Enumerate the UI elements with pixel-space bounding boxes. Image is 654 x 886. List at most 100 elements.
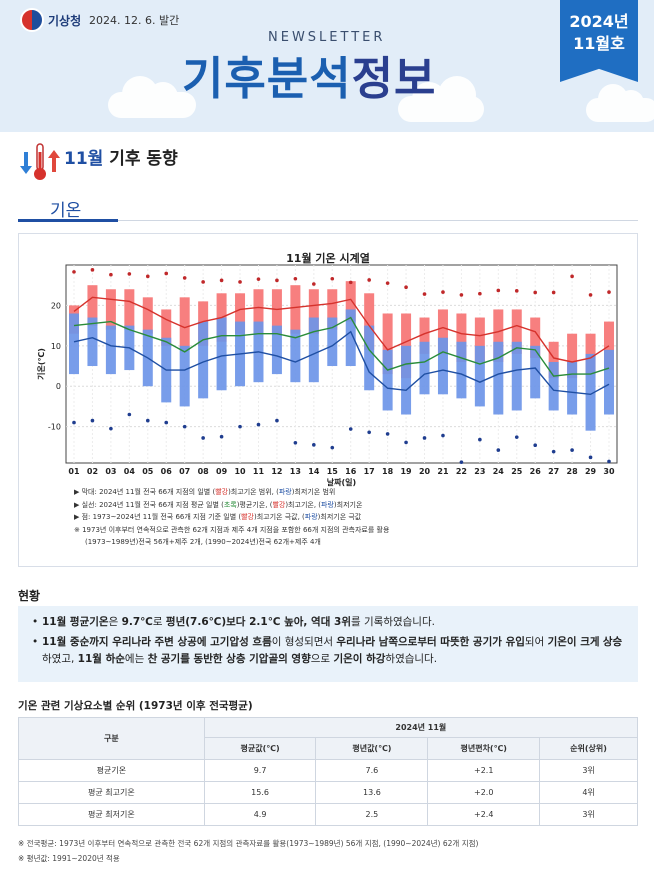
x-tick-label: 03: [105, 467, 116, 476]
x-tick-label: 23: [474, 467, 485, 476]
min-temp-bar: [493, 341, 504, 415]
x-tick-label: 08: [198, 467, 210, 476]
record-high-point: [330, 276, 335, 281]
min-temp-bar: [474, 345, 485, 407]
max-temp-bar: [548, 341, 559, 379]
min-temp-bar: [548, 361, 559, 411]
min-temp-bar: [437, 337, 448, 395]
max-temp-bar: [290, 285, 301, 334]
x-tick-label: 07: [179, 467, 190, 476]
min-temp-bar: [530, 345, 541, 399]
record-high-point: [422, 292, 427, 296]
status-item-2: 11월 중순까지 우리나라 주변 상공에 고기압성 흐름이 형성되면서 우리나라…: [32, 634, 624, 669]
min-temp-bar: [382, 349, 393, 411]
record-high-point: [478, 291, 482, 296]
x-tick-label: 25: [511, 467, 523, 476]
section-title-month: 11월: [64, 149, 104, 169]
max-temp-bar: [179, 297, 190, 350]
status-item-1: 11월 평균기온은 9.7℃로 평년(7.6℃)보다 2.1℃ 높아, 역대 3…: [32, 614, 624, 632]
section-header: 11월 기후 동향: [18, 140, 638, 180]
record-low-point: [330, 445, 335, 450]
issue-month: 11월호: [573, 34, 625, 53]
record-high-point: [109, 272, 113, 277]
x-tick-label: 11: [253, 467, 265, 476]
max-temp-bar: [511, 309, 522, 354]
record-low-point: [441, 433, 445, 438]
note-bars: ▶ 막대: 2024년 11월 전국 66개 지점의 일별 (빨강)최고기온 범…: [74, 488, 336, 496]
publication-date: 2024. 12. 6. 발간: [89, 14, 180, 27]
x-tick-label: 20: [419, 467, 431, 476]
note-lines: ▶ 실선: 2024년 11월 전국 66개 지점 평균 일별 (초록)평균기온…: [74, 500, 363, 509]
record-low-point: [496, 448, 501, 452]
max-temp-bar: [419, 317, 430, 354]
x-tick-label: 19: [400, 467, 412, 476]
max-temp-bar: [474, 317, 485, 362]
thermometer-icon: [20, 143, 60, 180]
min-temp-bar: [271, 325, 282, 375]
table-row: 평균기온 9.7 7.6 +2.1 3위: [18, 759, 638, 782]
min-temp-bar: [585, 353, 596, 431]
min-temp-bar: [290, 329, 301, 383]
x-tick-label: 01: [68, 467, 80, 476]
x-tick-label: 21: [437, 467, 449, 476]
record-low-point: [459, 460, 464, 464]
record-high-point: [72, 270, 76, 274]
record-high-point: [348, 280, 353, 285]
table-row: 평균 최저기온 4.9 2.5 +2.4 3위: [18, 803, 638, 826]
min-temp-bar: [419, 341, 430, 395]
min-temp-bar: [198, 321, 209, 399]
table-row: 평균 최고기온 15.6 13.6 +2.0 4위: [18, 781, 638, 804]
max-temp-bar: [271, 289, 282, 334]
footnotes: ※ 전국평균: 1973년 이후부터 연속적으로 관측한 전국 62개 지점의 …: [18, 836, 478, 866]
record-high-point: [219, 278, 224, 283]
record-low-point: [127, 412, 132, 417]
min-temp-bar: [345, 309, 356, 367]
tab-active-underline: [18, 219, 118, 222]
min-temp-bar: [401, 345, 412, 415]
col-category: 구분: [18, 717, 205, 760]
x-tick-label: 12: [271, 467, 282, 476]
record-high-point: [164, 271, 169, 276]
record-high-point: [551, 290, 556, 295]
x-tick-label: 10: [234, 467, 246, 476]
tab-temperature[interactable]: 기온: [50, 201, 82, 221]
record-low-point: [109, 426, 113, 431]
max-temp-bar: [142, 297, 153, 334]
y-tick-label: 0: [56, 382, 61, 391]
record-high-point: [385, 281, 390, 285]
max-temp-bar: [437, 309, 448, 354]
x-tick-label: 15: [327, 467, 339, 476]
newsletter-title: 기후분석정보: [182, 42, 436, 107]
note-stations: ※ 1973년 이후부터 연속적으로 관측한 62개 지점과 제주 4개 지점을…: [74, 525, 390, 534]
cloud-decoration: [108, 76, 196, 118]
min-temp-bar: [69, 313, 79, 375]
y-tick-label: 20: [51, 301, 61, 310]
min-temp-bar: [456, 341, 467, 399]
record-low-point: [293, 440, 298, 445]
record-high-point: [588, 293, 593, 297]
status-box: 11월 평균기온은 9.7℃로 평년(7.6℃)보다 2.1℃ 높아, 역대 3…: [18, 606, 638, 682]
record-high-point: [367, 278, 371, 282]
record-low-point: [182, 424, 187, 429]
section-title-rest: 기후 동향: [103, 149, 178, 169]
min-temp-bar: [105, 325, 116, 375]
record-high-point: [145, 274, 150, 279]
x-tick-label: 09: [216, 467, 228, 476]
min-temp-bar: [327, 317, 338, 367]
temperature-chart: -10 0 10 20 01 02 03 04 05 06 07 08 09 10 11 12 13 14 15 16…: [36, 264, 618, 487]
max-temp-bar: [364, 293, 375, 350]
cloud-decoration: [586, 84, 654, 122]
min-temp-bar: [567, 361, 578, 415]
max-temp-bar: [567, 333, 578, 379]
x-tick-label: 05: [142, 467, 154, 476]
max-temp-bar: [87, 285, 98, 326]
record-low-point: [367, 430, 371, 435]
x-tick-label: 30: [603, 467, 615, 476]
footnote-normal: ※ 평년값: 1991~2020년 적용: [18, 854, 120, 863]
kma-logo-icon: [20, 8, 44, 32]
record-low-point: [404, 440, 408, 445]
record-high-point: [570, 274, 574, 279]
y-axis-label: 기온(℃): [36, 348, 46, 380]
record-low-point: [588, 455, 593, 460]
min-temp-bar: [87, 317, 98, 367]
